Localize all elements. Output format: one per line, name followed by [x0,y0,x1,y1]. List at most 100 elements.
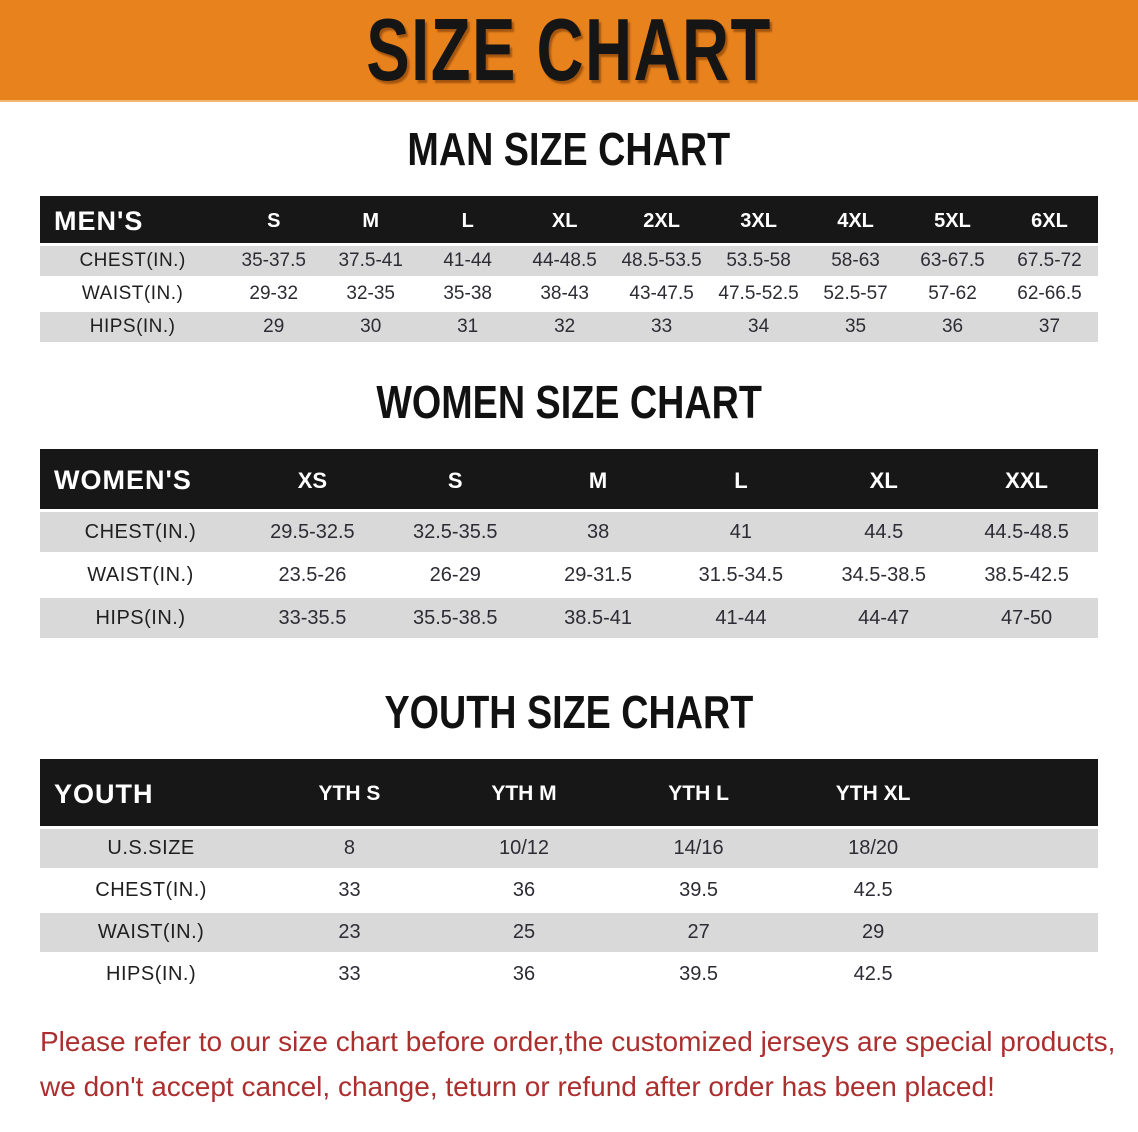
measurement-value: 29-31.5 [526,553,670,598]
disclaimer-line-2: we don't accept cancel, change, teturn o… [40,1070,995,1102]
measurement-value: 37.5-41 [322,244,420,279]
size-column-header: S [383,449,527,512]
measurement-value: 29.5-32.5 [241,510,384,555]
measurement-value: 34.5-38.5 [812,553,956,598]
measurement-label: WAIST(IN.) [40,553,242,598]
measurement-value: 10/12 [436,827,612,871]
row-filler [960,827,1098,871]
measurement-row: WAIST(IN.) 23.5-26 26-29 29-31.5 31.5-34.5 34… [40,553,1098,598]
measurement-value: 35 [807,310,905,345]
measurement-value: 31 [419,310,517,345]
size-column-header: S [225,196,323,246]
men-section-heading-text: MAN SIZE CHART [407,123,731,175]
content: MAN SIZE CHART MEN'S S M L XL 2XL 3XL 4XL 5XL 6XL… [0,126,1138,1109]
measurement-value: 39.5 [611,869,786,913]
men-size-section: MAN SIZE CHART MEN'S S M L XL 2XL 3XL 4XL 5XL 6XL… [0,126,1138,345]
measurement-value: 47-50 [955,596,1098,641]
measurement-row: CHEST(IN.) 29.5-32.5 32.5-35.5 38 41 44.5 44.5… [40,510,1098,555]
size-column-header: M [322,196,420,246]
measurement-value: 58-63 [807,244,905,279]
measurement-label: WAIST(IN.) [40,911,263,955]
women-size-table: WOMEN'S XS S M L XL XXL CHEST(IN.) 29.5-32.5 32.5… [40,448,1098,641]
size-header-row: YOUTH YTH S YTH M YTH L YTH XL [40,759,1098,829]
size-header-row: WOMEN'S XS S M L XL XXL [40,449,1098,512]
size-header-row: MEN'S S M L XL 2XL 3XL 4XL 5XL 6XL [40,196,1098,246]
measurement-value: 39.5 [611,953,786,997]
youth-section-heading: YOUTH SIZE CHART [0,689,1138,735]
measurement-value: 30 [322,310,420,345]
measurement-value: 62-66.5 [1001,277,1098,312]
measurement-row: WAIST(IN.) 23 25 27 29 [40,911,1098,955]
measurement-value: 37 [1001,310,1098,345]
men-section-heading: MAN SIZE CHART [0,126,1138,172]
measurement-value: 35.5-38.5 [383,596,527,641]
row-filler [960,869,1098,913]
measurement-value: 35-38 [419,277,517,312]
measurement-value: 31.5-34.5 [669,553,813,598]
size-column-header: 2XL [613,196,711,246]
measurement-value: 48.5-53.5 [613,244,711,279]
measurement-value: 32 [516,310,614,345]
measurement-value: 41 [669,510,813,555]
measurement-value: 29 [225,310,323,345]
measurement-row: CHEST(IN.) 35-37.5 37.5-41 41-44 44-48.5 48.5… [40,244,1098,279]
measurement-label: HIPS(IN.) [40,310,226,345]
women-size-section: WOMEN SIZE CHART WOMEN'S XS S M L XL XXL CHEST(… [0,375,1138,641]
measurement-value: 32.5-35.5 [383,510,527,555]
measurement-value: 41-44 [669,596,813,641]
measurement-value: 36 [904,310,1001,345]
size-column-header: YTH M [436,759,612,829]
measurement-value: 29 [785,911,961,955]
measurement-value: 36 [436,869,612,913]
size-column-header: 3XL [710,196,808,246]
measurement-label: CHEST(IN.) [40,510,242,555]
youth-size-section: YOUTH SIZE CHART YOUTH YTH S YTH M YTH L YTH… [0,689,1138,997]
women-section-heading-text: WOMEN SIZE CHART [376,375,762,428]
measurement-value: 32-35 [322,277,420,312]
measurement-value: 53.5-58 [710,244,808,279]
measurement-value: 33 [613,310,711,345]
measurement-value: 38.5-41 [526,596,670,641]
measurement-value: 42.5 [785,869,961,913]
measurement-value: 23.5-26 [241,553,384,598]
size-column-header: YTH XL [785,759,961,829]
size-column-header: L [419,196,517,246]
measurement-value: 47.5-52.5 [710,277,808,312]
measurement-row: U.S.SIZE 8 10/12 14/16 18/20 [40,827,1098,871]
size-column-header: YTH L [611,759,786,829]
measurement-value: 25 [436,911,612,955]
measurement-row: HIPS(IN.) 33-35.5 35.5-38.5 38.5-41 41-44 44-… [40,596,1098,641]
size-column-header: XL [812,449,956,512]
page-title: SIZE CHART [366,0,772,99]
measurement-value: 27 [611,911,786,955]
measurement-value: 44.5 [812,510,956,555]
measurement-value: 67.5-72 [1001,244,1098,279]
measurement-row: HIPS(IN.) 29 30 31 32 33 34 35 36 37 [40,310,1098,345]
row-filler [960,911,1098,955]
measurement-value: 38 [526,510,670,555]
measurement-value: 14/16 [611,827,786,871]
measurement-label: WAIST(IN.) [40,277,226,312]
measurement-value: 52.5-57 [807,277,905,312]
measurement-label: CHEST(IN.) [40,869,263,913]
measurement-value: 29-32 [225,277,323,312]
measurement-row: HIPS(IN.) 33 36 39.5 42.5 [40,953,1098,997]
measurement-value: 36 [436,953,612,997]
measurement-value: 38.5-42.5 [955,553,1098,598]
size-column-header: M [526,449,670,512]
table-group-label: YOUTH [40,759,263,829]
measurement-value: 23 [262,911,437,955]
disclaimer-line-1: Please refer to our size chart before or… [40,1025,1116,1057]
measurement-value: 8 [262,827,437,871]
men-size-table: MEN'S S M L XL 2XL 3XL 4XL 5XL 6XL CHEST(IN.) 35-37… [40,196,1098,345]
measurement-value: 38-43 [516,277,614,312]
measurement-value: 26-29 [383,553,527,598]
size-column-header: 6XL [1001,196,1098,246]
measurement-value: 44.5-48.5 [955,510,1098,555]
measurement-value: 57-62 [904,277,1001,312]
measurement-label: CHEST(IN.) [40,244,226,279]
measurement-row: CHEST(IN.) 33 36 39.5 42.5 [40,869,1098,913]
banner: SIZE CHART [0,0,1138,102]
size-column-header: YTH S [262,759,437,829]
